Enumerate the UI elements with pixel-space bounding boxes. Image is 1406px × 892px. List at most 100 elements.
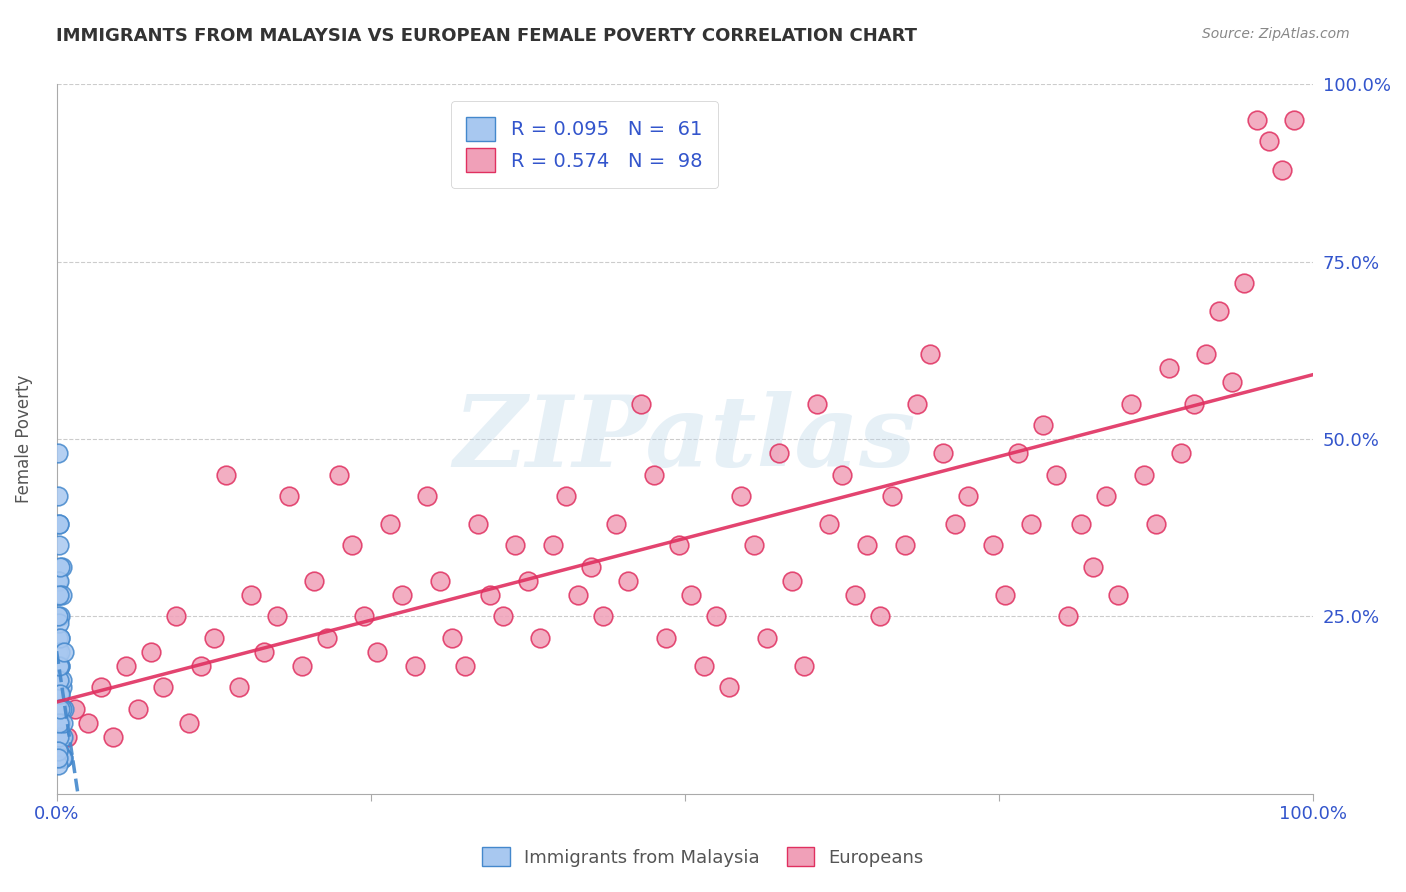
Point	[49, 659, 72, 673]
Point	[48, 730, 70, 744]
Point	[48, 673, 70, 688]
Point	[77, 715, 100, 730]
Point	[51, 681, 73, 695]
Point	[266, 609, 288, 624]
Point	[1208, 304, 1230, 318]
Point	[617, 574, 640, 588]
Point	[693, 659, 716, 673]
Point	[1195, 347, 1218, 361]
Point	[48, 538, 70, 552]
Point	[1083, 559, 1105, 574]
Point	[46, 744, 69, 758]
Point	[46, 715, 69, 730]
Point	[46, 730, 69, 744]
Point	[48, 659, 70, 673]
Point	[46, 744, 69, 758]
Point	[48, 517, 70, 532]
Point	[755, 631, 778, 645]
Point	[1007, 446, 1029, 460]
Point	[353, 609, 375, 624]
Point	[856, 538, 879, 552]
Point	[328, 467, 350, 482]
Point	[404, 659, 426, 673]
Point	[46, 446, 69, 460]
Point	[981, 538, 1004, 552]
Point	[65, 701, 87, 715]
Point	[869, 609, 891, 624]
Point	[49, 559, 72, 574]
Point	[228, 681, 250, 695]
Point	[48, 687, 70, 701]
Point	[53, 645, 76, 659]
Point	[1284, 112, 1306, 127]
Point	[165, 609, 187, 624]
Legend: Immigrants from Malaysia, Europeans: Immigrants from Malaysia, Europeans	[475, 840, 931, 874]
Point	[51, 559, 73, 574]
Point	[302, 574, 325, 588]
Point	[742, 538, 765, 552]
Point	[479, 588, 502, 602]
Point	[48, 616, 70, 631]
Point	[51, 730, 73, 744]
Point	[49, 659, 72, 673]
Point	[48, 588, 70, 602]
Point	[49, 631, 72, 645]
Point	[429, 574, 451, 588]
Point	[943, 517, 966, 532]
Point	[52, 751, 75, 765]
Point	[1271, 162, 1294, 177]
Point	[1119, 396, 1142, 410]
Point	[46, 631, 69, 645]
Point	[818, 517, 841, 532]
Text: Source: ZipAtlas.com: Source: ZipAtlas.com	[1202, 27, 1350, 41]
Text: ZIPatlas: ZIPatlas	[454, 391, 917, 487]
Point	[1144, 517, 1167, 532]
Point	[114, 659, 136, 673]
Point	[127, 701, 149, 715]
Point	[1246, 112, 1268, 127]
Point	[48, 715, 70, 730]
Point	[454, 659, 477, 673]
Point	[152, 681, 174, 695]
Point	[730, 489, 752, 503]
Point	[240, 588, 263, 602]
Point	[46, 645, 69, 659]
Point	[46, 701, 69, 715]
Point	[894, 538, 917, 552]
Point	[706, 609, 728, 624]
Point	[956, 489, 979, 503]
Point	[53, 701, 76, 715]
Point	[630, 396, 652, 410]
Point	[46, 751, 69, 765]
Point	[291, 659, 314, 673]
Legend: R = 0.095   N =  61, R = 0.574   N =  98: R = 0.095 N = 61, R = 0.574 N = 98	[451, 102, 718, 187]
Point	[1095, 489, 1118, 503]
Point	[378, 517, 401, 532]
Point	[52, 715, 75, 730]
Point	[49, 715, 72, 730]
Point	[48, 588, 70, 602]
Point	[46, 758, 69, 772]
Point	[1132, 467, 1154, 482]
Point	[46, 751, 69, 765]
Point	[467, 517, 489, 532]
Point	[567, 588, 589, 602]
Point	[215, 467, 238, 482]
Point	[49, 609, 72, 624]
Point	[48, 701, 70, 715]
Point	[278, 489, 301, 503]
Point	[315, 631, 337, 645]
Point	[1220, 376, 1243, 390]
Point	[1070, 517, 1092, 532]
Point	[844, 588, 866, 602]
Point	[806, 396, 828, 410]
Point	[52, 730, 75, 744]
Point	[1032, 417, 1054, 432]
Point	[391, 588, 413, 602]
Point	[1019, 517, 1042, 532]
Point	[46, 574, 69, 588]
Point	[492, 609, 515, 624]
Point	[48, 517, 70, 532]
Point	[202, 631, 225, 645]
Point	[51, 701, 73, 715]
